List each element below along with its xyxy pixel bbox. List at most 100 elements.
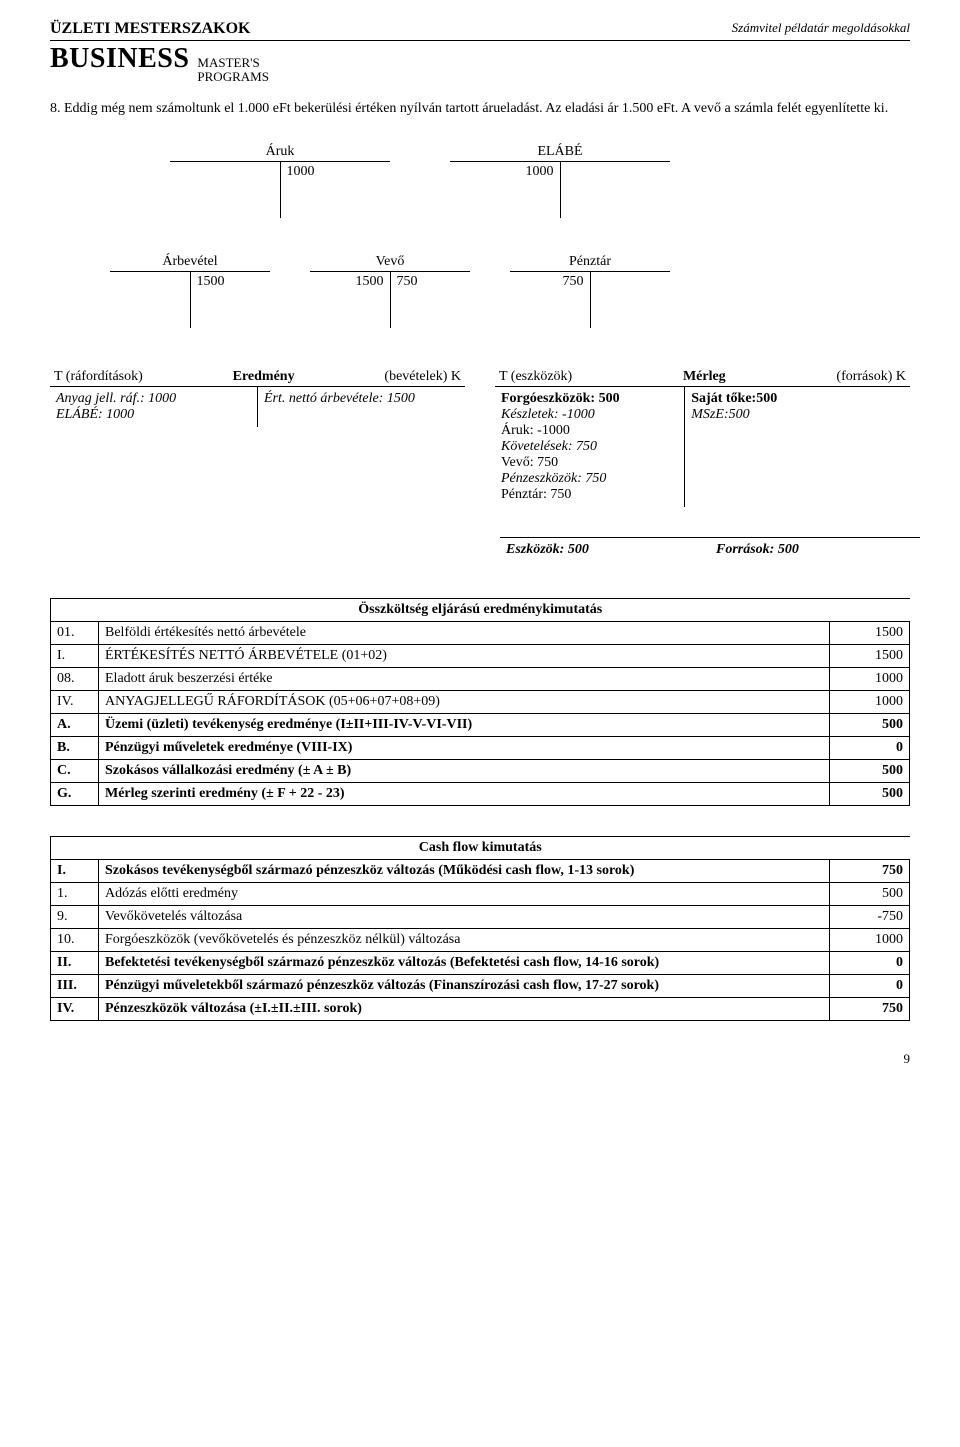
t-account-right xyxy=(561,162,671,218)
page-number: 9 xyxy=(50,1051,910,1067)
tk-line: Vevő: 750 xyxy=(501,455,678,471)
tk-left-col-r: Ért. nettó árbevétele: 1500 xyxy=(258,387,465,427)
table-row: 10.Forgóeszközök (vevőkövetelés és pénze… xyxy=(51,929,910,952)
row-label: Pénzeszközök változása (±I.±II.±III. sor… xyxy=(99,998,830,1021)
row-val: 1000 xyxy=(830,929,910,952)
row-val: 0 xyxy=(830,737,910,760)
row-label: Vevőkövetelés változása xyxy=(99,906,830,929)
row-val: 1000 xyxy=(830,668,910,691)
row-label: Mérleg szerinti eredmény (± F + 22 - 23) xyxy=(99,783,830,806)
table-title: Cash flow kimutatás xyxy=(51,837,910,860)
row-label: Forgóeszközök (vevőkövetelés és pénzeszk… xyxy=(99,929,830,952)
row-num: B. xyxy=(51,737,99,760)
page-header: ÜZLETI MESTERSZAKOK Számvitel példatár m… xyxy=(50,20,910,41)
table-row: 9.Vevőkövetelés változása-750 xyxy=(51,906,910,929)
row-num: G. xyxy=(51,783,99,806)
table-row: 1.Adózás előtti eredmény500 xyxy=(51,883,910,906)
table-title: Összköltség eljárású eredménykimutatás xyxy=(51,599,910,622)
row-num: IV. xyxy=(51,691,99,714)
row-val: 500 xyxy=(830,714,910,737)
tk-line: Forgóeszközök: 500 xyxy=(501,391,678,407)
t-account-left: 1500 xyxy=(310,272,391,328)
row-num: 01. xyxy=(51,622,99,645)
t-account: Áruk1000 xyxy=(170,144,390,218)
table-row: III.Pénzügyi műveletekből származó pénze… xyxy=(51,975,910,998)
header-small-1: MASTER'S xyxy=(197,56,269,70)
table-row: 01.Belföldi értékesítés nettó árbevétele… xyxy=(51,622,910,645)
row-label: Eladott áruk beszerzési értéke xyxy=(99,668,830,691)
tk-line: Készletek: -1000 xyxy=(501,407,678,423)
row-num: C. xyxy=(51,760,99,783)
row-num: III. xyxy=(51,975,99,998)
header-main: BUSINESS MASTER'S PROGRAMS xyxy=(50,43,910,85)
row-label: Pénzügyi műveletekből származó pénzeszkö… xyxy=(99,975,830,998)
t-account-left xyxy=(170,162,281,218)
row-num: IV. xyxy=(51,998,99,1021)
table-row: G.Mérleg szerinti eredmény (± F + 22 - 2… xyxy=(51,783,910,806)
tk-block-eredmeny: T (ráfordítások) Eredmény (bevételek) K … xyxy=(50,368,465,507)
table-cashflow: Cash flow kimutatásI.Szokásos tevékenysé… xyxy=(50,836,910,1021)
tk-right-col-r: Saját tőke:500MSzE:500 xyxy=(685,387,910,507)
row-val: 1000 xyxy=(830,691,910,714)
row-num: 9. xyxy=(51,906,99,929)
table-row: I.ÉRTÉKESÍTÉS NETTÓ ÁRBEVÉTELE (01+02)15… xyxy=(51,645,910,668)
row-num: I. xyxy=(51,860,99,883)
t-account: ELÁBÉ1000 xyxy=(450,144,670,218)
tk-right-head-c: Mérleg xyxy=(576,368,832,386)
row-val: 500 xyxy=(830,760,910,783)
tk-left-head-r: (bevételek) K xyxy=(380,368,465,386)
table-row: IV.ANYAGJELLEGŰ RÁFORDÍTÁSOK (05+06+07+0… xyxy=(51,691,910,714)
tk-line: Ért. nettó árbevétele: 1500 xyxy=(264,391,459,407)
row-num: 1. xyxy=(51,883,99,906)
table-row: B.Pénzügyi műveletek eredménye (VIII-IX)… xyxy=(51,737,910,760)
t-account: Pénztár750 xyxy=(510,254,670,328)
row-num: II. xyxy=(51,952,99,975)
t-account-title: Árbevétel xyxy=(110,254,270,272)
tk-right-head-r: (források) K xyxy=(832,368,910,386)
row-label: Üzemi (üzleti) tevékenység eredménye (I±… xyxy=(99,714,830,737)
table-eredmenykimutatas: Összköltség eljárású eredménykimutatás01… xyxy=(50,598,910,806)
t-account-left: 1000 xyxy=(450,162,561,218)
t-account-left: 750 xyxy=(510,272,591,328)
t-account-right: 750 xyxy=(391,272,471,328)
tk-right-col-l: Forgóeszközök: 500Készletek: -1000Áruk: … xyxy=(495,387,685,507)
header-top-left: ÜZLETI MESTERSZAKOK xyxy=(50,20,251,38)
tk-row: T (ráfordítások) Eredmény (bevételek) K … xyxy=(50,368,910,507)
row-label: Belföldi értékesítés nettó árbevétele xyxy=(99,622,830,645)
header-big: BUSINESS xyxy=(50,43,189,75)
t-account-left xyxy=(110,272,191,328)
intro-paragraph: 8. Eddig még nem számoltunk el 1.000 eFt… xyxy=(50,99,910,119)
tk-left-head-l: T (ráfordítások) xyxy=(50,368,147,386)
table-row: IV.Pénzeszközök változása (±I.±II.±III. … xyxy=(51,998,910,1021)
row-val: 1500 xyxy=(830,622,910,645)
table-row: 08.Eladott áruk beszerzési értéke1000 xyxy=(51,668,910,691)
row-val: 750 xyxy=(830,860,910,883)
row-num: 08. xyxy=(51,668,99,691)
tk-line: Anyag jell. ráf.: 1000 xyxy=(56,391,251,407)
row-val: 750 xyxy=(830,998,910,1021)
row-val: 500 xyxy=(830,883,910,906)
t-account-right xyxy=(591,272,671,328)
row-val: 1500 xyxy=(830,645,910,668)
tk-right-head-l: T (eszközök) xyxy=(495,368,576,386)
t-account-title: Áruk xyxy=(170,144,390,162)
t-account-title: Vevő xyxy=(310,254,470,272)
tk-line: Pénzeszközök: 750 xyxy=(501,471,678,487)
tk-line: ELÁBÉ: 1000 xyxy=(56,407,251,423)
sum-left: Eszközök: 500 xyxy=(500,538,710,562)
row-label: Szokásos tevékenységből származó pénzesz… xyxy=(99,860,830,883)
row-val: 0 xyxy=(830,952,910,975)
row-val: -750 xyxy=(830,906,910,929)
tk-block-merleg: T (eszközök) Mérleg (források) K Forgóes… xyxy=(495,368,910,507)
t-account: Árbevétel1500 xyxy=(110,254,270,328)
row-label: ANYAGJELLEGŰ RÁFORDÍTÁSOK (05+06+07+08+0… xyxy=(99,691,830,714)
tk-line: Követelések: 750 xyxy=(501,439,678,455)
row-label: Pénzügyi műveletek eredménye (VIII-IX) xyxy=(99,737,830,760)
header-small-2: PROGRAMS xyxy=(197,70,269,84)
sum-right: Források: 500 xyxy=(710,538,920,562)
sum-row: Eszközök: 500 Források: 500 xyxy=(500,537,920,562)
table-row: A.Üzemi (üzleti) tevékenység eredménye (… xyxy=(51,714,910,737)
row-num: I. xyxy=(51,645,99,668)
table-row: II.Befektetési tevékenységből származó p… xyxy=(51,952,910,975)
t-account-right: 1000 xyxy=(281,162,391,218)
